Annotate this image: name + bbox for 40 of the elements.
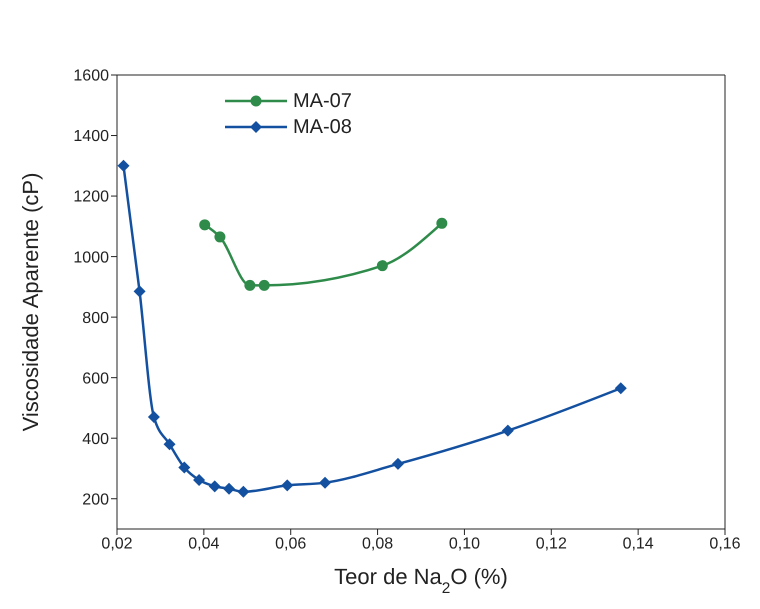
point — [178, 462, 190, 474]
point — [193, 474, 206, 486]
point — [244, 280, 256, 291]
y-tick-label: 200 — [82, 491, 110, 508]
y-axis-title: Viscosidade Aparente (cP) — [18, 172, 43, 432]
x-tick-label: 0,12 — [536, 535, 567, 552]
x-tick-label: 0,08 — [362, 535, 394, 552]
x-tick-label: 0,16 — [709, 535, 741, 552]
legend-label: MA-07 — [293, 90, 352, 112]
point — [614, 382, 627, 394]
y-tick-label: 400 — [82, 430, 110, 448]
point — [281, 479, 294, 492]
x-tick-label: 0,02 — [101, 535, 133, 552]
point — [134, 285, 146, 298]
point — [237, 486, 250, 498]
x-tick-label: 0,10 — [448, 535, 480, 552]
point — [214, 231, 226, 242]
y-tick-label: 800 — [82, 310, 110, 327]
point — [148, 411, 160, 424]
point — [164, 438, 176, 450]
point — [392, 458, 404, 470]
y-tick-label: 1200 — [73, 188, 110, 206]
x-tick-label: 0,14 — [622, 535, 654, 552]
y-tick-label: 1600 — [73, 68, 110, 85]
y-tick-label: 600 — [82, 370, 110, 388]
x-tick-label: 0,06 — [275, 535, 306, 552]
y-tick-label: 1400 — [73, 128, 110, 146]
x-axis-title: Teor de Na$_{2}$O (%) — [334, 564, 508, 596]
point — [118, 160, 130, 172]
point — [436, 218, 448, 229]
point — [319, 476, 332, 489]
y-tick-label: 1000 — [73, 249, 110, 266]
point — [208, 480, 221, 492]
point — [376, 260, 388, 272]
point — [199, 219, 210, 230]
legend-label: MA-08 — [293, 116, 352, 138]
point — [258, 280, 270, 291]
x-tick-label: 0,04 — [188, 535, 220, 552]
point — [223, 482, 236, 495]
point — [502, 424, 514, 437]
